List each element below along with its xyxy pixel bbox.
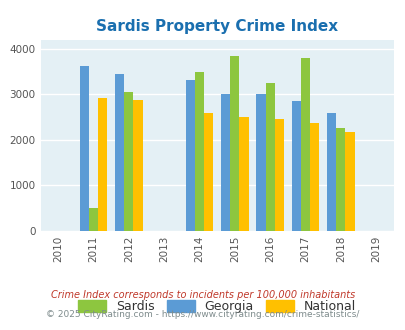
Bar <box>300 58 309 231</box>
Bar <box>124 92 133 231</box>
Bar <box>230 55 239 231</box>
Bar <box>89 208 98 231</box>
Legend: Sardis, Georgia, National: Sardis, Georgia, National <box>73 295 360 318</box>
Bar <box>194 72 204 231</box>
Bar <box>265 83 274 231</box>
Bar <box>185 80 194 231</box>
Bar <box>98 98 107 231</box>
Bar <box>133 100 142 231</box>
Bar <box>274 119 283 231</box>
Bar <box>204 113 213 231</box>
Bar <box>335 128 345 231</box>
Bar <box>326 114 335 231</box>
Bar <box>309 122 318 231</box>
Bar <box>80 66 89 231</box>
Bar <box>345 132 354 231</box>
Bar <box>115 74 124 231</box>
Bar <box>221 94 230 231</box>
Bar <box>239 116 248 231</box>
Bar <box>256 94 265 231</box>
Text: Crime Index corresponds to incidents per 100,000 inhabitants: Crime Index corresponds to incidents per… <box>51 290 354 300</box>
Title: Sardis Property Crime Index: Sardis Property Crime Index <box>96 19 337 34</box>
Text: © 2025 CityRating.com - https://www.cityrating.com/crime-statistics/: © 2025 CityRating.com - https://www.city… <box>46 310 359 319</box>
Bar <box>291 101 300 231</box>
